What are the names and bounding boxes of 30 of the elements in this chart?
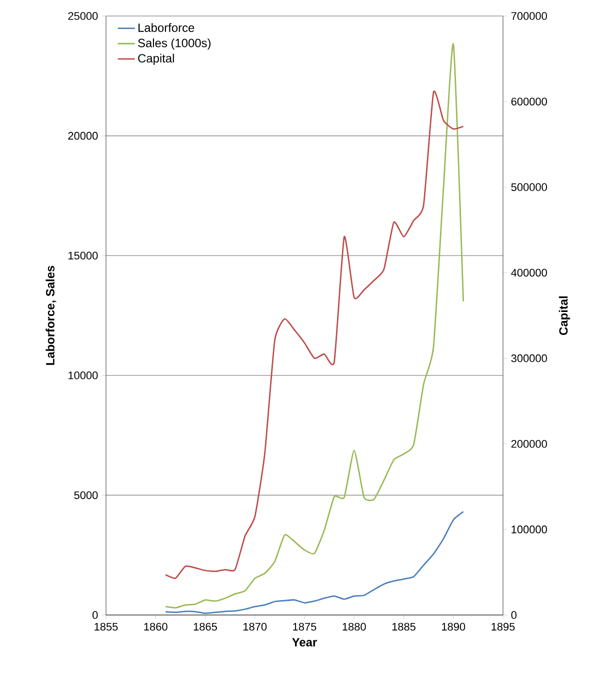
y2-tick-label: 500000 [511,183,547,192]
y2-tick-label: 600000 [511,98,547,106]
x-tick-label: 1895 [492,622,515,631]
legend-label: Sales (1000s) [138,38,211,50]
y-tick-label: 25000 [68,12,98,20]
y-tick-label: 5000 [74,491,98,500]
y2-tick-label: 0 [511,611,516,619]
legend-label: Laborforce [138,23,194,32]
line-series [164,511,464,614]
x-tick-label: 1865 [194,622,217,631]
x-tick-label: 1870 [244,622,267,631]
x-tick-label: 1885 [392,622,416,631]
y-axis-title: Laborforce, Sales [46,266,56,365]
x-tick-label: 1890 [442,622,466,631]
y-tick-label: 15000 [68,252,98,260]
x-axis-title: Year [292,638,317,646]
y2-tick-label: 200000 [511,440,547,448]
legend-label: Capital [138,54,174,65]
y2-tick-label: 100000 [512,526,547,534]
y-tick-label: 0 [92,611,98,619]
x-tick-label: 1880 [342,622,366,631]
y2-axis-title: Capital [558,296,570,335]
y2-tick-label: 400000 [511,268,547,277]
y-tick-label: 10000 [68,372,98,380]
y2-tick-label: 700000 [511,12,547,20]
y2-tick-label: 300000 [511,354,547,362]
x-tick-label: 1875 [293,622,316,631]
y-tick-label: 20000 [68,132,98,140]
x-tick-label: 1860 [144,622,168,631]
x-tick-label: 1855 [94,622,118,631]
